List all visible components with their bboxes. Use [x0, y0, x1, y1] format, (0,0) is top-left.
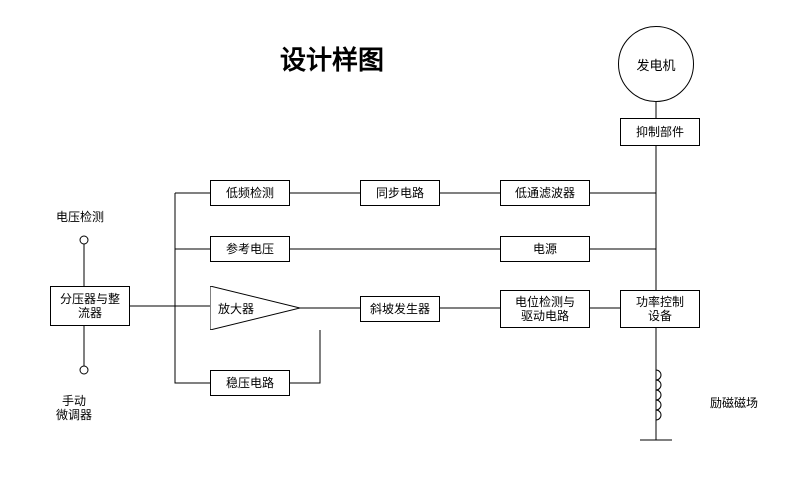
lowpass-node: 低通滤波器: [500, 180, 590, 206]
pwrctl-node: 功率控制设备: [620, 290, 700, 328]
generator-node: 发电机: [618, 26, 694, 102]
amplifier-node: 放大器: [210, 286, 300, 330]
sync-node: 同步电路: [360, 180, 440, 206]
potdrv-node: 电位检测与驱动电路: [500, 290, 590, 328]
refv-node: 参考电压: [210, 236, 290, 262]
manual-label: 手动微调器: [56, 394, 92, 423]
divider-node: 分压器与整流器: [50, 286, 130, 326]
power-node: 电源: [500, 236, 590, 262]
regv-node: 稳压电路: [210, 370, 290, 396]
ramp-node: 斜坡发生器: [360, 296, 440, 322]
suppress-node: 抑制部件: [620, 118, 700, 146]
generator-label: 发电机: [636, 55, 675, 74]
amplifier-label: 放大器: [218, 300, 254, 317]
voltdet-label: 电压检测: [56, 210, 104, 224]
field-label: 励磁磁场: [710, 396, 758, 410]
lowfreq-node: 低频检测: [210, 180, 290, 206]
diagram-title: 设计样图: [280, 40, 384, 77]
